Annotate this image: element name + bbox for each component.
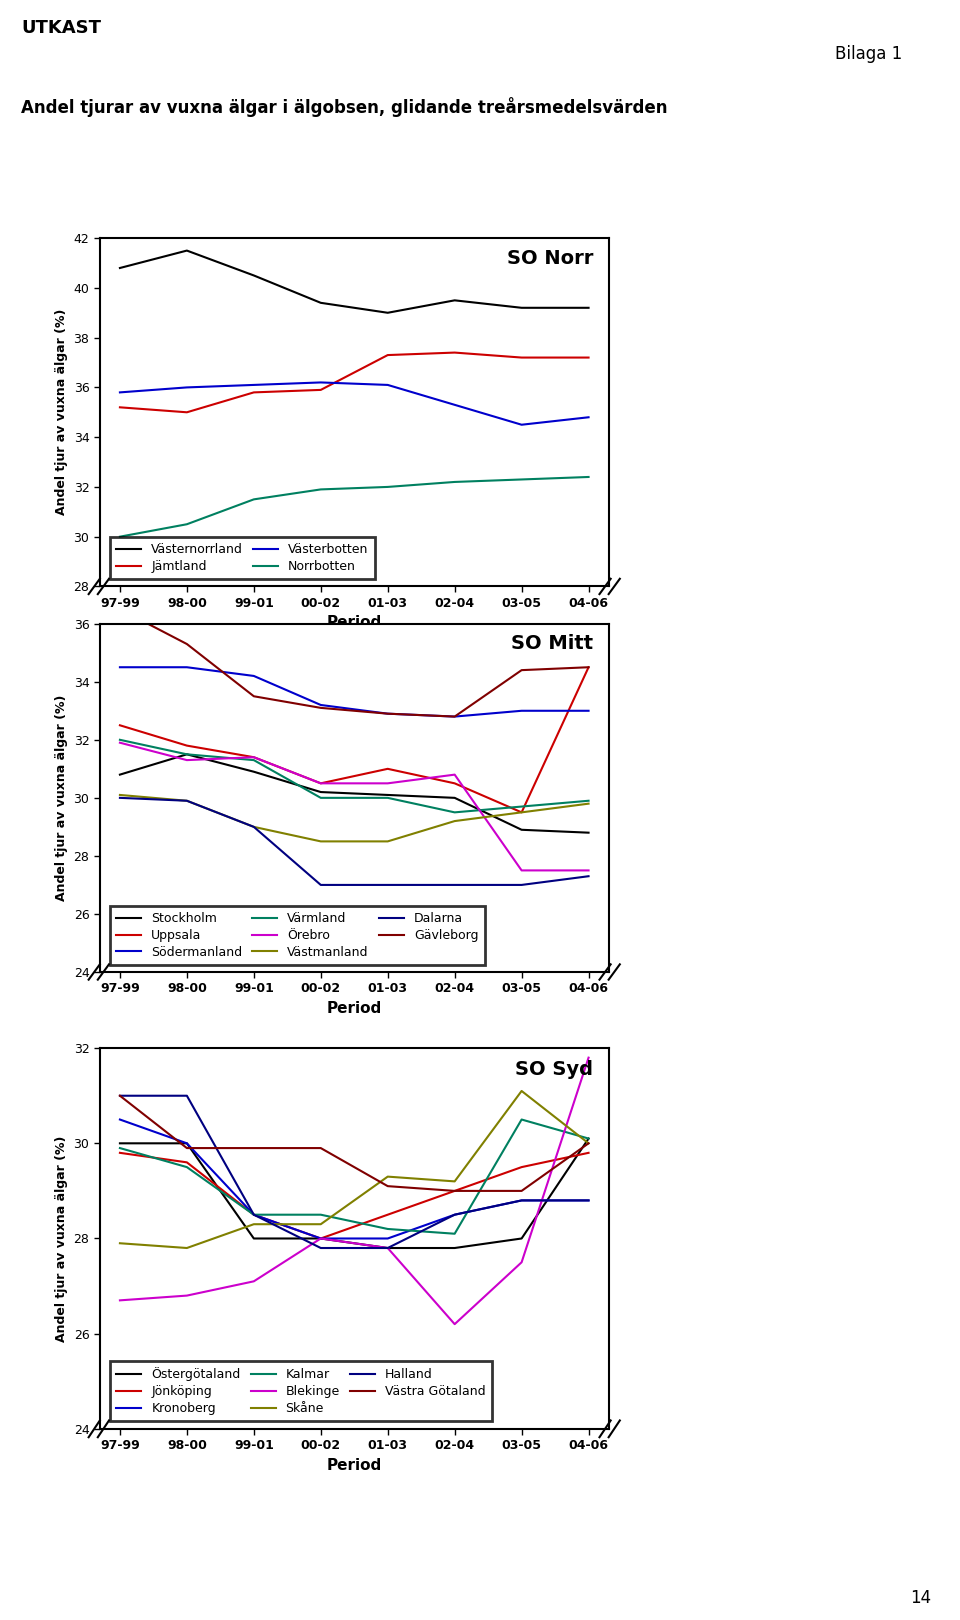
Legend: Östergötaland, Jönköping, Kronoberg, Kalmar, Blekinge, Skåne, Halland, Västra Gö: Östergötaland, Jönköping, Kronoberg, Kal… (110, 1361, 492, 1421)
Text: SO Syd: SO Syd (516, 1059, 593, 1079)
Text: Bilaga 1: Bilaga 1 (835, 45, 902, 63)
Legend: Stockholm, Uppsala, Södermanland, Värmland, Örebro, Västmanland, Dalarna, Gävleb: Stockholm, Uppsala, Södermanland, Värmla… (110, 906, 485, 966)
Text: SO Norr: SO Norr (507, 248, 593, 267)
X-axis label: Period: Period (326, 616, 382, 630)
Text: UTKAST: UTKAST (21, 19, 101, 37)
Legend: Västernorrland, Jämtland, Västerbotten, Norrbotten: Västernorrland, Jämtland, Västerbotten, … (110, 538, 374, 580)
Y-axis label: Andel tjur av vuxna älgar (%): Andel tjur av vuxna älgar (%) (55, 1136, 68, 1341)
Text: 14: 14 (910, 1589, 931, 1607)
Y-axis label: Andel tjur av vuxna älgar (%): Andel tjur av vuxna älgar (%) (55, 309, 68, 515)
X-axis label: Period: Period (326, 1001, 382, 1016)
Text: Andel tjurar av vuxna älgar i älgobsen, glidande treårsmedelsvärden: Andel tjurar av vuxna älgar i älgobsen, … (21, 97, 667, 117)
X-axis label: Period: Period (326, 1458, 382, 1473)
Text: SO Mitt: SO Mitt (512, 633, 593, 653)
Y-axis label: Andel tjur av vuxna älgar (%): Andel tjur av vuxna älgar (%) (55, 695, 68, 901)
